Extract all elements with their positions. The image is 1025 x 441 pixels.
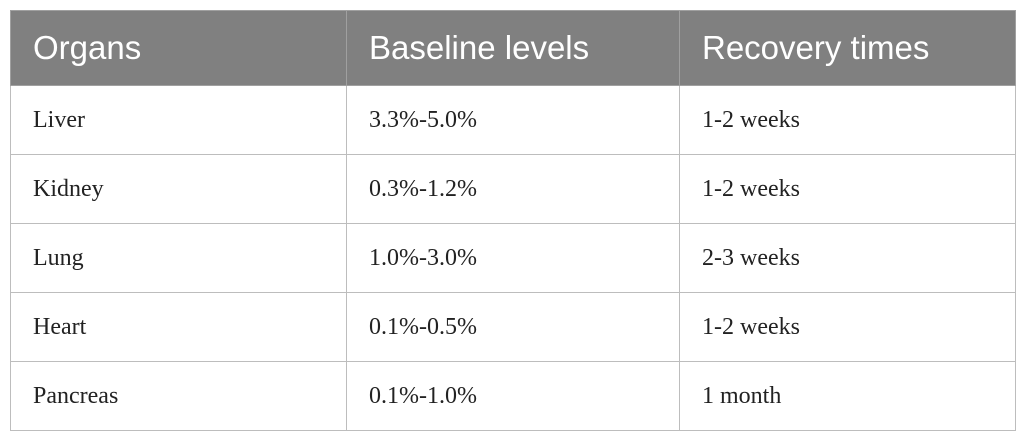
table-cell: 1-2 weeks <box>679 85 1016 155</box>
table-cell: 1-2 weeks <box>679 154 1016 224</box>
table-row: Pancreas 0.1%-1.0% 1 month <box>10 361 1016 431</box>
table-cell: 1-2 weeks <box>679 292 1016 362</box>
table-header: Organs Baseline levels Recovery times <box>10 10 1016 86</box>
table-cell: 1 month <box>679 361 1016 431</box>
table-cell: 0.1%-0.5% <box>346 292 680 362</box>
table-cell: 2-3 weeks <box>679 223 1016 293</box>
table-cell: 0.1%-1.0% <box>346 361 680 431</box>
table-cell: Lung <box>10 223 347 293</box>
header-cell: Organs <box>10 10 347 86</box>
table-cell: Liver <box>10 85 347 155</box>
table-cell: 3.3%-5.0% <box>346 85 680 155</box>
table-cell: Kidney <box>10 154 347 224</box>
table-row: Heart 0.1%-0.5% 1-2 weeks <box>10 292 1016 362</box>
table-cell: 1.0%-3.0% <box>346 223 680 293</box>
table-row: Liver 3.3%-5.0% 1-2 weeks <box>10 85 1016 155</box>
header-row: Organs Baseline levels Recovery times <box>10 10 1016 86</box>
table-row: Lung 1.0%-3.0% 2-3 weeks <box>10 223 1016 293</box>
table-cell: 0.3%-1.2% <box>346 154 680 224</box>
table-cell: Heart <box>10 292 347 362</box>
header-cell: Baseline levels <box>346 10 680 86</box>
data-table: Organs Baseline levels Recovery times Live… <box>10 10 1016 431</box>
table-cell: Pancreas <box>10 361 347 431</box>
header-cell: Recovery times <box>679 10 1016 86</box>
table-row: Kidney 0.3%-1.2% 1-2 weeks <box>10 154 1016 224</box>
table-body: Liver 3.3%-5.0% 1-2 weeks Kidney 0.3%-1.2% 1-… <box>10 85 1016 431</box>
